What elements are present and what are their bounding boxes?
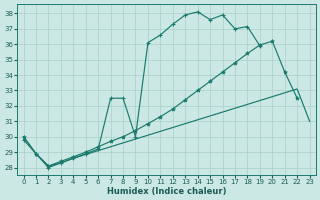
- X-axis label: Humidex (Indice chaleur): Humidex (Indice chaleur): [107, 187, 226, 196]
